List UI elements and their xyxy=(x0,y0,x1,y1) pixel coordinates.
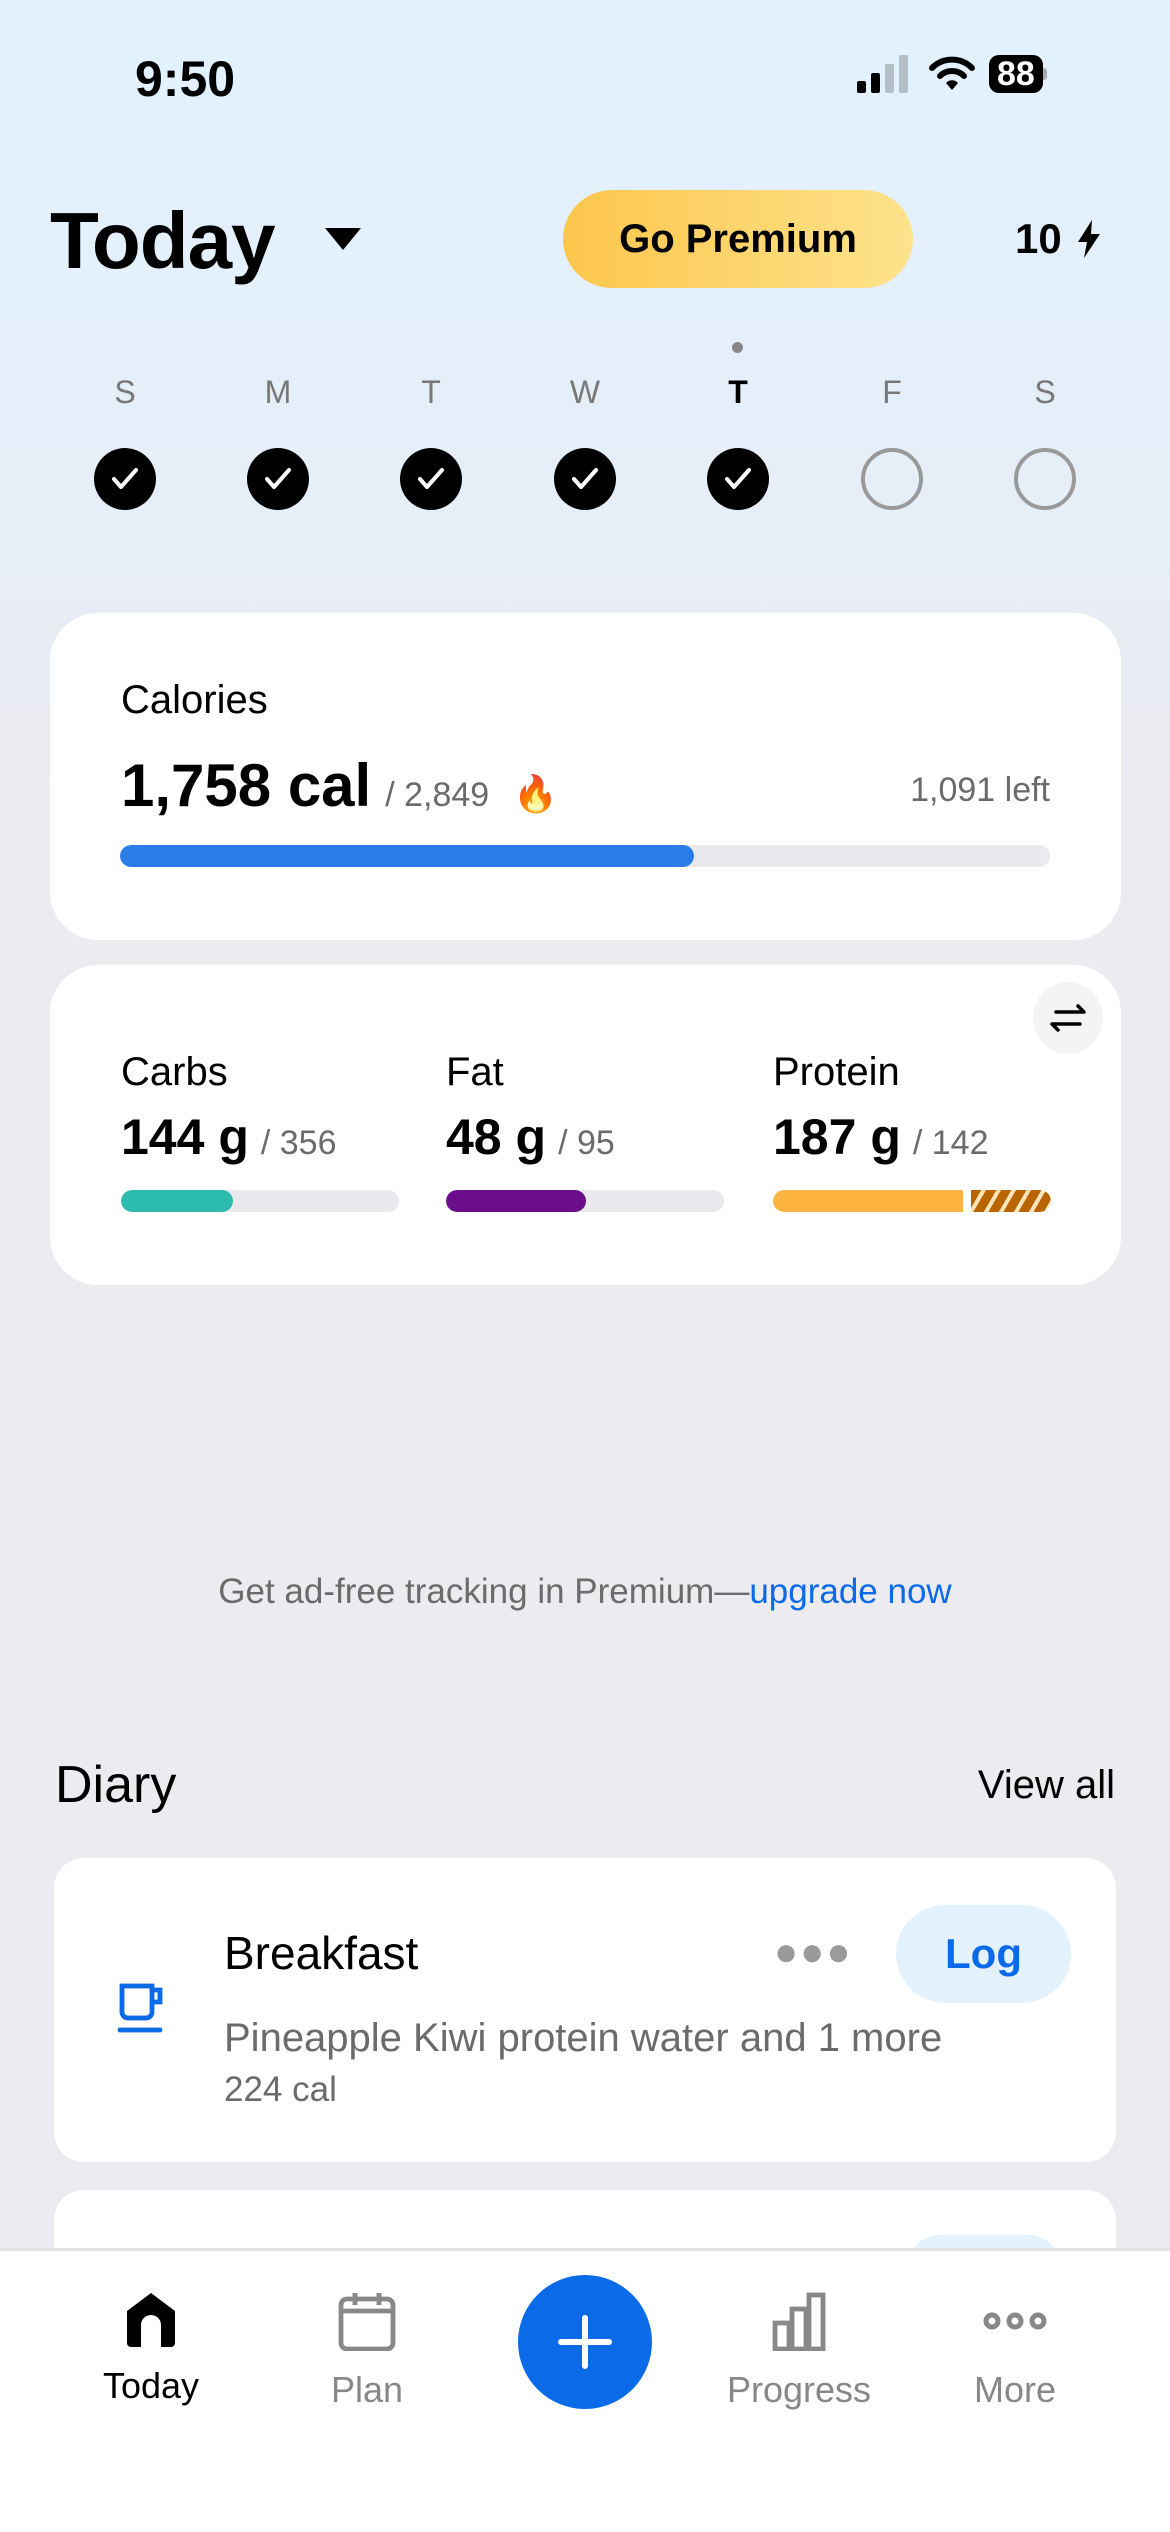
meal-calories: 224 cal xyxy=(224,2070,337,2109)
check-icon xyxy=(247,448,309,510)
macro-progress-bar xyxy=(446,1190,724,1212)
calendar-icon xyxy=(338,2293,396,2351)
meal-options-button[interactable]: ●●● xyxy=(774,1930,853,1974)
calories-value: 1,758 cal xyxy=(121,752,372,819)
current-day-dot xyxy=(732,342,743,353)
macro-name: Protein xyxy=(773,1050,900,1094)
tab-label: Progress xyxy=(726,2369,872,2410)
page-title[interactable]: Today xyxy=(50,196,276,285)
calories-progress-bar xyxy=(120,845,1050,867)
swap-view-button[interactable] xyxy=(1033,982,1103,1054)
empty-circle-icon xyxy=(861,448,923,510)
status-icons: 88 xyxy=(855,55,1047,93)
macro-name: Carbs xyxy=(121,1050,228,1094)
day-4[interactable]: T xyxy=(688,342,788,510)
macro-value: 48 g xyxy=(446,1109,547,1165)
battery-icon: 88 xyxy=(989,55,1047,93)
macro-progress-bar xyxy=(773,1190,1051,1212)
day-2[interactable]: T xyxy=(381,372,481,510)
meal-card-breakfast[interactable]: Breakfast ●●● Log Pineapple Kiwi protein… xyxy=(54,1858,1116,2162)
macro-value: 144 g xyxy=(121,1109,249,1165)
day-5[interactable]: F xyxy=(842,372,942,510)
battery-level: 88 xyxy=(989,55,1043,93)
plus-icon xyxy=(558,2315,612,2369)
swap-arrows-icon xyxy=(1050,1004,1086,1032)
streak-counter[interactable]: 10 xyxy=(1015,215,1102,263)
home-icon xyxy=(127,2293,175,2347)
fire-icon: 🔥 xyxy=(513,773,559,814)
day-1[interactable]: M xyxy=(228,372,328,510)
tab-label: Plan xyxy=(330,2369,404,2410)
check-icon xyxy=(707,448,769,510)
go-premium-button[interactable]: Go Premium xyxy=(563,190,913,288)
day-label: T xyxy=(728,374,748,410)
macro-name: Fat xyxy=(446,1050,504,1094)
day-label: S xyxy=(1034,374,1056,410)
status-time: 9:50 xyxy=(135,51,236,107)
check-icon xyxy=(400,448,462,510)
tab-more[interactable]: More xyxy=(925,2291,1105,2411)
day-label: T xyxy=(421,374,441,410)
over-goal-segment xyxy=(971,1190,1051,1212)
tab-today[interactable]: Today xyxy=(61,2291,241,2407)
empty-circle-icon xyxy=(1014,448,1076,510)
tab-bar: Today Plan Progress More xyxy=(0,2248,1170,2532)
macro-progress-bar xyxy=(121,1190,399,1212)
chevron-down-icon[interactable] xyxy=(325,228,361,250)
log-button[interactable]: Log xyxy=(896,1905,1071,2003)
diary-title: Diary xyxy=(55,1756,177,1814)
view-all-link[interactable]: View all xyxy=(977,1763,1115,1807)
meal-items: Pineapple Kiwi protein water and 1 more xyxy=(224,2016,943,2060)
promo-text: Get ad-free tracking in Premium— xyxy=(218,1572,750,1611)
tab-plan[interactable]: Plan xyxy=(277,2291,457,2411)
macro-value: 187 g xyxy=(773,1109,901,1165)
day-label: W xyxy=(569,374,601,410)
macro-goal: / 95 xyxy=(558,1124,615,1162)
calories-left: 1,091 left xyxy=(910,771,1050,809)
premium-promo: Get ad-free tracking in Premium—upgrade … xyxy=(0,1572,1170,1612)
day-label: F xyxy=(882,374,902,410)
macro-goal: / 356 xyxy=(260,1124,337,1162)
tab-progress[interactable]: Progress xyxy=(709,2291,889,2411)
day-0[interactable]: S xyxy=(75,372,175,510)
tab-label: Today xyxy=(102,2365,200,2406)
day-6[interactable]: S xyxy=(995,372,1095,510)
day-label: M xyxy=(264,374,292,410)
streak-count: 10 xyxy=(1015,215,1062,262)
check-icon xyxy=(94,448,156,510)
upgrade-now-link[interactable]: upgrade now xyxy=(749,1572,952,1611)
calories-goal: / 2,849 xyxy=(385,776,490,814)
calories-card[interactable]: Calories 1,758 cal / 2,849 🔥 1,091 left xyxy=(50,613,1121,940)
signal-icon xyxy=(857,55,908,93)
bar-chart-icon xyxy=(772,2292,826,2351)
coffee-cup-icon xyxy=(117,1983,163,2033)
more-icon xyxy=(983,2312,1047,2330)
meal-name: Breakfast xyxy=(224,1927,419,1979)
macro-goal: / 142 xyxy=(912,1124,989,1162)
bolt-icon xyxy=(1077,220,1100,258)
calories-title: Calories xyxy=(121,678,268,722)
tab-label: More xyxy=(973,2369,1057,2410)
wifi-icon xyxy=(929,56,975,90)
check-icon xyxy=(554,448,616,510)
day-3[interactable]: W xyxy=(535,372,635,510)
add-button[interactable] xyxy=(518,2275,652,2409)
day-label: S xyxy=(114,374,136,410)
macros-card[interactable]: Carbs 144 g / 356 Fat 48 g / 95 Protein 187 … xyxy=(50,965,1121,1285)
